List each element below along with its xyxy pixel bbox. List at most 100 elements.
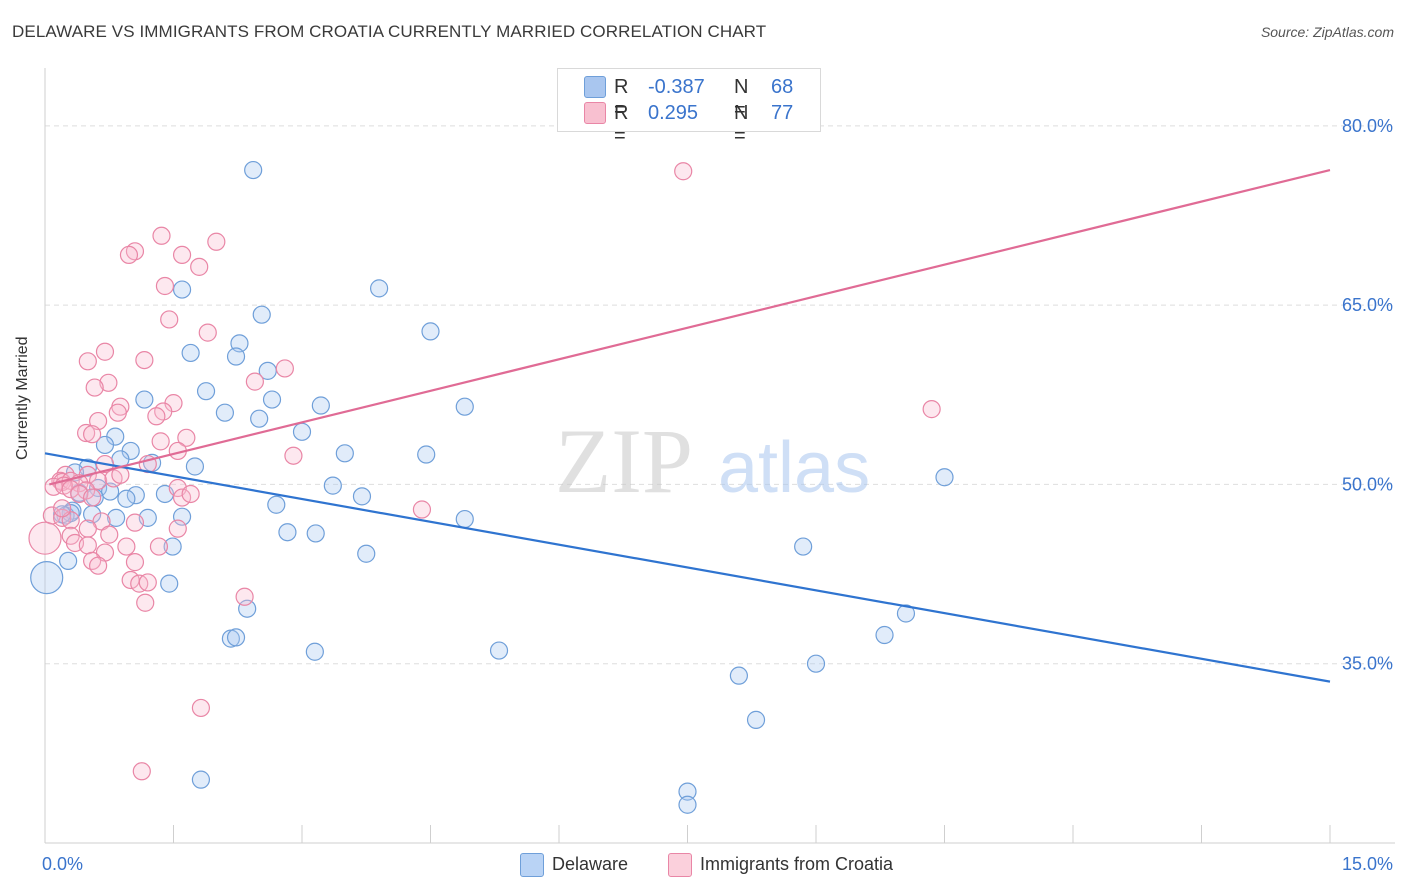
delaware-swatch [584,76,606,98]
delaware-point [250,409,269,428]
croatia-point [100,525,119,544]
legend-item-croatia[interactable]: Immigrants from Croatia [668,853,893,877]
delaware-point [226,628,246,647]
croatia-point [117,537,136,556]
croatia-swatch [584,102,606,124]
delaware-point [305,642,324,661]
r-value: -0.387 [648,76,705,98]
delaware-point [357,544,376,563]
croatia-point [168,519,187,538]
croatia-point [85,378,104,397]
delaware-point [226,347,246,366]
delaware-point [292,422,312,441]
n-label: N = [734,76,749,121]
croatia-point [83,551,102,571]
delaware-point [421,322,440,341]
x-tick-label: 0.0% [42,854,83,874]
delaware-point [729,666,749,685]
n-label: N = [734,102,749,147]
data-points [28,160,954,814]
croatia-point [108,403,127,422]
croatia-point [151,432,170,451]
croatia-point [155,276,175,296]
delaware-point [163,537,182,556]
n-value: 68 [771,76,794,98]
croatia-point [83,488,102,507]
croatia-point [177,428,196,447]
delaware-point [489,641,509,660]
delaware-point [117,489,136,508]
delaware-point [196,382,216,401]
y-tick-label: 80.0% [1342,116,1393,136]
y-tick-label: 35.0% [1342,654,1393,674]
croatia-legend-swatch [668,853,692,877]
delaware-point [306,524,325,543]
stats-box: R = -0.387 N = 68 R = 0.295 N = 77 [557,68,821,147]
croatia-point [95,342,115,361]
gridlines [45,125,1395,665]
croatia-point [83,425,102,444]
delaware-legend-swatch [520,853,544,877]
delaware-point [181,343,200,363]
legend-item-delaware[interactable]: Delaware [520,853,628,877]
croatia-trend-line [49,168,1331,486]
watermark-atlas: atlas [718,428,870,508]
croatia-point [674,162,693,181]
croatia-point [149,537,169,556]
croatia-point [136,593,155,612]
delaware-point [30,561,64,595]
delaware-point [59,551,78,571]
y-tick-label: 65.0% [1342,295,1393,315]
delaware-point [335,444,354,463]
croatia-point [89,556,108,575]
croatia-point [198,323,217,342]
croatia-point [172,245,192,265]
delaware-point [678,782,697,801]
delaware-point [746,710,766,729]
croatia-point [99,373,118,392]
croatia-point [78,536,97,555]
watermark-zip: ZIP [555,410,693,512]
croatia-point [132,762,151,781]
croatia-point [61,480,80,499]
croatia-point [191,698,211,718]
croatia-point [207,232,226,251]
legend-label: Immigrants from Croatia [700,853,894,874]
r-label: R = [614,102,629,147]
delaware-point [352,487,372,506]
croatia-point [77,423,96,443]
source-label: Source: ZipAtlas.com [1260,24,1394,40]
delaware-point [185,457,205,476]
delaware-point [794,537,813,556]
delaware-point [455,397,474,416]
delaware-point [455,509,474,529]
delaware-point [935,468,954,487]
chart-title: DELAWARE VS IMMIGRANTS FROM CROATIA CURR… [12,22,767,41]
croatia-point [28,521,62,555]
delaware-point [252,305,271,324]
delaware-point [172,507,192,526]
delaware-point [244,160,263,180]
r-value: 0.295 [648,102,699,124]
croatia-point [922,400,941,419]
croatia-point [53,499,72,518]
delaware-point [262,390,282,409]
delaware-point [107,508,126,527]
croatia-point [125,553,145,572]
legend-label: Delaware [552,853,629,874]
trend-lines [44,168,1331,683]
delaware-point [215,403,234,422]
delaware-point [678,795,697,814]
croatia-point [147,407,166,426]
croatia-point [119,245,139,265]
axes [44,68,1395,844]
delaware-point [806,654,826,673]
delaware-point [238,599,257,618]
croatia-point [78,519,97,538]
croatia-point [160,310,179,329]
delaware-point [875,625,894,645]
n-value: 77 [771,102,794,124]
croatia-point [78,352,97,371]
delaware-point [370,279,389,298]
